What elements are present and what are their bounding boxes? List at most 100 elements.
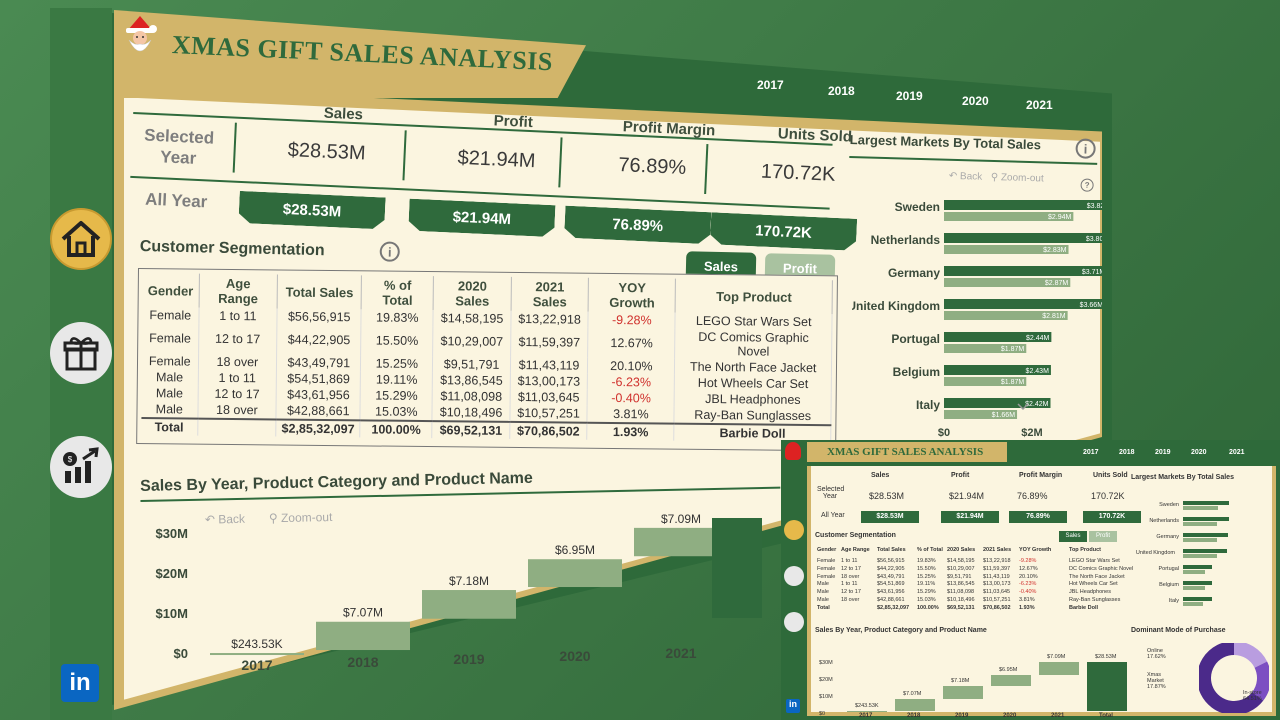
all-year-label: All Year <box>144 189 208 212</box>
preview-column-header: 2020 Sales <box>947 547 976 553</box>
preview-market-bar <box>1183 554 1217 558</box>
market-bar-label: $3.71M <box>1082 269 1102 276</box>
year-option-2019[interactable]: 2019 <box>896 89 923 103</box>
preview-table-cell: $13,86,545 <box>947 581 975 588</box>
column-header[interactable]: % of Total <box>361 275 434 311</box>
preview-table-cell: 3.81% <box>1019 597 1035 603</box>
preview-year-2020: 2020 <box>1191 449 1207 456</box>
preview-table-cell: $2,85,32,097 <box>877 604 910 611</box>
preview-table-cell: The North Face Jacket <box>1069 573 1125 580</box>
table-cell: -0.40% <box>587 389 675 407</box>
market-bar-secondary <box>944 245 1069 254</box>
analysis-button[interactable]: $ <box>50 436 112 498</box>
preview-table-cell: $11,43,119 <box>983 573 1010 580</box>
preview-column-header: Top Product <box>1069 547 1101 553</box>
preview-waterfall-x: 2018 <box>907 713 921 719</box>
market-label: United Kingdom <box>852 299 940 313</box>
santa-icon <box>126 16 157 52</box>
table-cell: Male <box>141 401 198 419</box>
selected-year-label: Selected Year <box>143 125 215 168</box>
year-option-2017[interactable]: 2017 <box>757 78 784 92</box>
table-cell: $2,85,32,097 <box>276 419 361 438</box>
table-cell: $10,57,251 <box>509 404 588 423</box>
table-cell: $69,52,131 <box>432 421 510 439</box>
table-cell: 15.25% <box>360 355 433 373</box>
table-cell: 12 to 17 <box>197 385 277 403</box>
chevron-down-icon <box>1017 403 1029 411</box>
preview-table-cell: 15.25% <box>917 573 936 580</box>
market-bar-label: $2.87M <box>1045 280 1069 287</box>
preview-waterfall-bar <box>847 710 887 712</box>
linkedin-icon[interactable]: in <box>61 664 99 702</box>
home-button[interactable] <box>50 208 112 270</box>
preview-waterfall-x: Total <box>1099 713 1113 719</box>
preview-market-bar <box>1183 506 1219 510</box>
table-cell: 3.81% <box>587 405 675 424</box>
preview-table-cell: 100.00% <box>917 604 939 611</box>
table-cell: $11,43,119 <box>510 356 588 374</box>
preview-waterfall-tick: $10M <box>819 694 833 700</box>
markets-chart: Sweden $3.82M $2.94M Netherlands $3.80M $2.83… <box>852 200 1102 439</box>
preview-kpi-pill: 76.89% <box>1009 511 1067 523</box>
column-header[interactable]: Age Range <box>198 273 278 309</box>
table-cell: 19.11% <box>360 371 433 389</box>
markets-zoom-button[interactable]: ⚲ Zoom-out <box>990 171 1044 185</box>
table-cell: Female <box>141 353 199 370</box>
preview-market-label: Netherlands <box>1149 518 1179 524</box>
preview-column-header: Gender <box>817 547 837 553</box>
preview-table-cell: Male <box>817 581 829 588</box>
preview-all-label: All Year <box>821 512 845 519</box>
column-header[interactable]: YOY Growth <box>588 277 676 313</box>
column-header[interactable]: 2020 Sales <box>433 276 512 311</box>
preview-waterfall-label: $7.09M <box>1047 654 1066 661</box>
svg-text:$: $ <box>68 455 73 464</box>
preview-title-banner <box>807 442 1007 462</box>
table-cell: JBL Headphones <box>674 390 832 409</box>
preview-market-label: Sweden <box>1159 502 1179 508</box>
preview-table-cell: LEGO Star Wars Set <box>1069 558 1120 564</box>
preview-kpi-value: $28.53M <box>869 491 905 501</box>
products-button[interactable] <box>50 322 112 384</box>
waterfall-chart: $30M $20M $10M $0 $243.53K 2017 $7.07M 2018 $7.1… <box>155 512 762 673</box>
preview-thumbnail[interactable]: XMAS GIFT SALES ANALYSIS 2017 2018 2019 202… <box>781 440 1280 720</box>
year-option-2021[interactable]: 2021 <box>1026 98 1053 112</box>
table-cell: 19.83% <box>361 309 434 327</box>
home-icon <box>61 221 101 257</box>
table-cell: $44,22,905 <box>276 324 362 356</box>
preview-table-cell: $11,03,645 <box>983 589 1011 596</box>
market-bar-total <box>944 233 1102 243</box>
year-option-2020[interactable]: 2020 <box>962 94 989 108</box>
preview-donut-slice <box>1233 643 1268 669</box>
preview-donut-label: Xmas Market 17.87% <box>1147 672 1166 690</box>
preview-waterfall-label: $6.95M <box>999 666 1018 673</box>
kpi-all-year-value: $28.53M <box>238 191 385 230</box>
column-header[interactable]: 2021 Sales <box>510 276 589 312</box>
market-bar-label: $2.94M <box>1048 214 1072 221</box>
column-header[interactable]: Gender <box>142 273 199 308</box>
preview-column-header: YOY Growth <box>1019 547 1052 553</box>
preview-gift-icon <box>784 566 804 586</box>
preview-table-cell: 1.93% <box>1019 604 1035 611</box>
table-cell: DC Comics Graphic Novel <box>675 328 832 361</box>
table-cell: 12 to 17 <box>198 323 278 355</box>
table-cell: Hot Wheels Car Set <box>674 374 832 393</box>
preview-table-cell: 19.11% <box>917 581 936 588</box>
waterfall-data-label: $7.09M <box>661 512 701 526</box>
market-bar-label: $1.87M <box>1001 346 1025 353</box>
waterfall-y-tick: $30M <box>155 526 188 541</box>
column-header[interactable]: Top Product <box>675 278 833 315</box>
preview-kpi-value: 76.89% <box>1017 491 1048 501</box>
waterfall-x-tick: 2017 <box>241 657 272 673</box>
market-bar-total <box>944 200 1102 210</box>
table-cell <box>197 418 277 437</box>
year-option-2018[interactable]: 2018 <box>828 84 855 98</box>
preview-tab-sales: Sales <box>1059 531 1087 542</box>
preview-table-cell: $11,08,098 <box>947 589 975 596</box>
preview-kpi-label: Profit <box>951 472 970 479</box>
preview-table-cell: 18 over <box>841 597 860 603</box>
table-cell: $56,56,915 <box>277 308 362 326</box>
markets-back-button[interactable]: ↶ Back <box>948 170 983 183</box>
column-header[interactable]: Total Sales <box>277 274 362 310</box>
table-cell: 15.29% <box>360 387 433 405</box>
preview-market-bar <box>1183 517 1229 521</box>
